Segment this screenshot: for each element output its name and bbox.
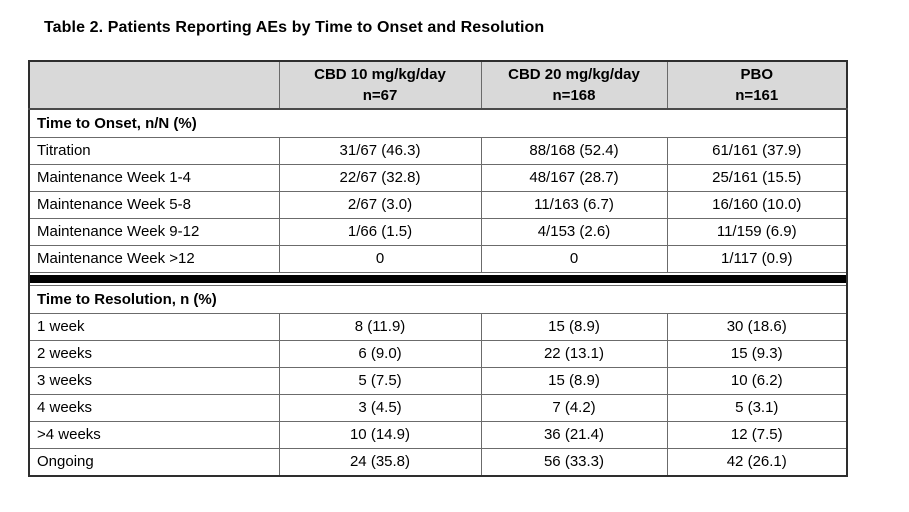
row-label: Ongoing <box>28 448 280 477</box>
data-cell: 3 (4.5) <box>278 394 482 422</box>
data-cell: 88/168 (52.4) <box>480 137 668 165</box>
data-cell: 36 (21.4) <box>480 421 668 449</box>
table-row-1week: 1 week 8 (11.9) 15 (8.9) 30 (18.6) <box>28 313 848 341</box>
section-header-row-onset: Time to Onset, n/N (%) <box>28 108 848 138</box>
table-row-maint-9-12: Maintenance Week 9-12 1/66 (1.5) 4/153 (… <box>28 218 848 246</box>
data-cell: 31/67 (46.3) <box>278 137 482 165</box>
data-cell: 25/161 (15.5) <box>666 164 848 192</box>
column-header-cbd20: CBD 20 mg/kg/day n=168 <box>480 60 668 110</box>
row-label: >4 weeks <box>28 421 280 449</box>
row-label: Maintenance Week >12 <box>28 245 280 273</box>
row-label: 4 weeks <box>28 394 280 422</box>
empty-header-cell <box>28 60 280 110</box>
data-cell: 0 <box>480 245 668 273</box>
row-label: Maintenance Week 1-4 <box>28 164 280 192</box>
table-row-ongoing: Ongoing 24 (35.8) 56 (33.3) 42 (26.1) <box>28 448 848 477</box>
row-label: Titration <box>28 137 280 165</box>
data-cell: 56 (33.3) <box>480 448 668 477</box>
data-cell: 10 (6.2) <box>666 367 848 395</box>
divider-bar <box>30 275 846 283</box>
data-cell: 11/163 (6.7) <box>480 191 668 219</box>
column-title: PBO <box>740 66 773 83</box>
table-row-maint-1-4: Maintenance Week 1-4 22/67 (32.8) 48/167… <box>28 164 848 192</box>
data-cell: 48/167 (28.7) <box>480 164 668 192</box>
section-header-row-resolution: Time to Resolution, n (%) <box>28 285 848 314</box>
data-cell: 5 (7.5) <box>278 367 482 395</box>
row-label: Maintenance Week 5-8 <box>28 191 280 219</box>
section-divider-row <box>28 272 848 286</box>
table-row-3weeks: 3 weeks 5 (7.5) 15 (8.9) 10 (6.2) <box>28 367 848 395</box>
table-row-2weeks: 2 weeks 6 (9.0) 22 (13.1) 15 (9.3) <box>28 340 848 368</box>
data-cell: 1/117 (0.9) <box>666 245 848 273</box>
data-cell: 10 (14.9) <box>278 421 482 449</box>
section-divider-cell <box>28 272 848 286</box>
data-cell: 12 (7.5) <box>666 421 848 449</box>
column-title: CBD 10 mg/kg/day <box>314 66 446 83</box>
row-label: 3 weeks <box>28 367 280 395</box>
column-header-pbo: PBO n=161 <box>666 60 848 110</box>
data-cell: 30 (18.6) <box>666 313 848 341</box>
column-header-cbd10: CBD 10 mg/kg/day n=67 <box>278 60 482 110</box>
data-cell: 5 (3.1) <box>666 394 848 422</box>
row-label: Maintenance Week 9-12 <box>28 218 280 246</box>
data-cell: 11/159 (6.9) <box>666 218 848 246</box>
row-label: 2 weeks <box>28 340 280 368</box>
data-cell: 42 (26.1) <box>666 448 848 477</box>
table-row-titration: Titration 31/67 (46.3) 88/168 (52.4) 61/… <box>28 137 848 165</box>
data-cell: 7 (4.2) <box>480 394 668 422</box>
section-header-resolution: Time to Resolution, n (%) <box>28 285 848 314</box>
column-n: n=161 <box>735 87 779 104</box>
column-header-row: CBD 10 mg/kg/day n=67 CBD 20 mg/kg/day n… <box>28 60 848 110</box>
data-cell: 22/67 (32.8) <box>278 164 482 192</box>
data-cell: 22 (13.1) <box>480 340 668 368</box>
table-row-4weeks: 4 weeks 3 (4.5) 7 (4.2) 5 (3.1) <box>28 394 848 422</box>
data-cell: 6 (9.0) <box>278 340 482 368</box>
data-cell: 16/160 (10.0) <box>666 191 848 219</box>
row-label: 1 week <box>28 313 280 341</box>
column-n: n=67 <box>362 87 398 104</box>
data-cell: 8 (11.9) <box>278 313 482 341</box>
section-header-onset: Time to Onset, n/N (%) <box>28 108 848 138</box>
data-cell: 1/66 (1.5) <box>278 218 482 246</box>
column-n: n=168 <box>552 87 596 104</box>
data-cell: 61/161 (37.9) <box>666 137 848 165</box>
table-row-maint-5-8: Maintenance Week 5-8 2/67 (3.0) 11/163 (… <box>28 191 848 219</box>
data-cell: 0 <box>278 245 482 273</box>
ae-table: CBD 10 mg/kg/day n=67 CBD 20 mg/kg/day n… <box>28 60 848 477</box>
table-caption: Table 2. Patients Reporting AEs by Time … <box>44 19 545 36</box>
data-cell: 15 (8.9) <box>480 367 668 395</box>
data-cell: 2/67 (3.0) <box>278 191 482 219</box>
column-title: CBD 20 mg/kg/day <box>508 66 640 83</box>
data-cell: 4/153 (2.6) <box>480 218 668 246</box>
data-cell: 15 (9.3) <box>666 340 848 368</box>
table-row-gt4weeks: >4 weeks 10 (14.9) 36 (21.4) 12 (7.5) <box>28 421 848 449</box>
data-cell: 24 (35.8) <box>278 448 482 477</box>
table-row-maint-gt12: Maintenance Week >12 0 0 1/117 (0.9) <box>28 245 848 273</box>
data-cell: 15 (8.9) <box>480 313 668 341</box>
